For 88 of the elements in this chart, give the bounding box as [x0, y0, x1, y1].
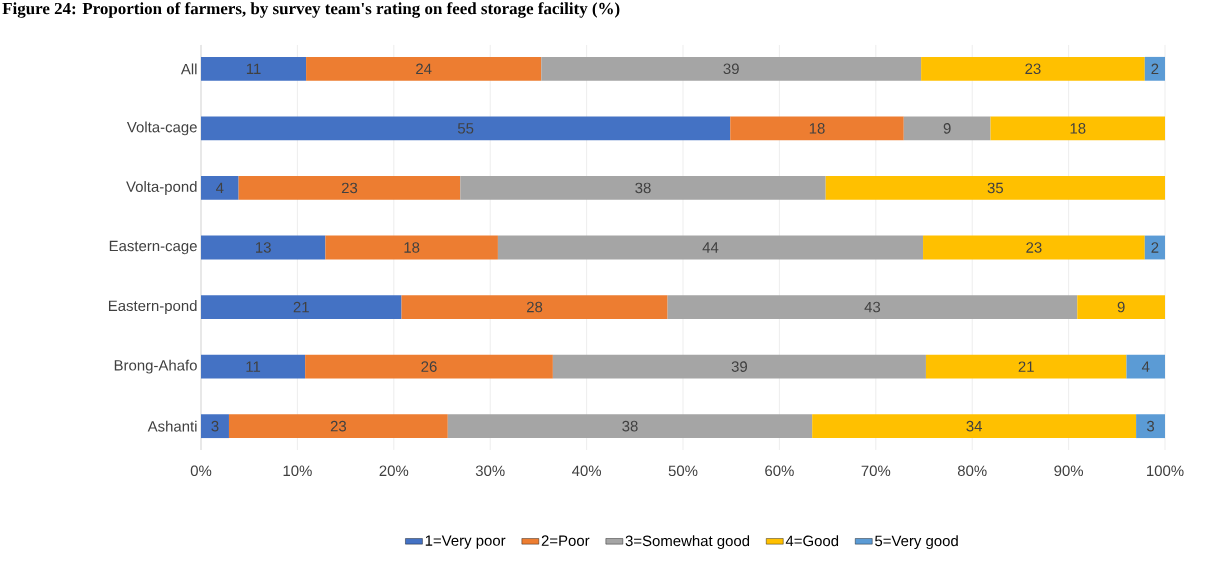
data-label: 23: [341, 182, 358, 194]
data-label: 35: [987, 182, 1004, 194]
x-tick-label: 30%: [475, 465, 505, 477]
bar: [1077, 295, 1166, 319]
data-label: 3: [1146, 420, 1155, 432]
x-tick-label: 40%: [572, 465, 602, 477]
x-tick-label: 50%: [668, 465, 698, 477]
legend-label: 4=Good: [785, 535, 839, 547]
data-label: 18: [404, 242, 420, 253]
chart-title: Figure 24: Proportion of farmers, by survey team's rating on feed storage facility (%): [2, 2, 620, 18]
data-label: 28: [527, 301, 543, 313]
bar: [903, 116, 991, 141]
data-label: 24: [416, 63, 432, 75]
bar: [201, 354, 306, 379]
data-label: 39: [731, 361, 747, 372]
data-label: 11: [246, 361, 261, 372]
x-tick-label: 100%: [1147, 465, 1184, 477]
y-tick-label: All: [180, 63, 197, 75]
x-tick-label: 90%: [1054, 465, 1084, 477]
data-label: 55: [457, 123, 474, 134]
data-label: 13: [256, 242, 271, 253]
x-tick-label: 20%: [379, 465, 409, 477]
bar: [541, 56, 922, 81]
bar: [201, 116, 731, 141]
bar: [1144, 235, 1166, 260]
bar: [325, 235, 498, 260]
data-label: 23: [330, 420, 347, 432]
legend-label: 1=Very poor: [425, 535, 506, 549]
bar: [552, 354, 926, 379]
y-tick-label: Brong-Ahafo: [114, 359, 197, 374]
y-tick-label: Volta-pond: [126, 180, 197, 195]
y-tick-label: Eastern-cage: [109, 240, 197, 255]
data-label: 4: [1141, 361, 1150, 372]
bar: [447, 414, 813, 439]
data-label: 3: [211, 420, 219, 432]
x-tick-label: 70%: [861, 465, 891, 477]
bar: [201, 414, 229, 439]
y-tick-label: Volta-cage: [126, 121, 197, 136]
bar: [238, 176, 461, 200]
bar: [460, 176, 826, 200]
data-label: 23: [1026, 242, 1042, 253]
data-label: 18: [809, 123, 825, 134]
data-label: 39: [723, 63, 739, 75]
bar: [305, 354, 553, 379]
data-label: 4: [216, 182, 224, 194]
y-tick-label: Ashanti: [147, 420, 197, 432]
bar: [497, 235, 924, 260]
bar: [201, 176, 239, 200]
bar: [201, 56, 307, 81]
legend-label: 2=Poor: [541, 535, 590, 546]
data-label: 43: [864, 301, 881, 313]
bar: [201, 235, 326, 260]
bar: [1126, 354, 1166, 379]
bar: [306, 56, 542, 81]
data-label: 2: [1151, 242, 1159, 253]
bar: [923, 235, 1145, 260]
data-label: 9: [943, 123, 951, 134]
data-label: 9: [1117, 301, 1125, 313]
data-label: 26: [421, 361, 437, 372]
data-label: 21: [1018, 361, 1034, 372]
x-tick-label: 0%: [190, 465, 212, 477]
bar: [401, 295, 668, 319]
data-label: 38: [635, 182, 651, 194]
x-tick-label: 60%: [765, 465, 794, 477]
data-label: 38: [622, 420, 638, 432]
bar: [925, 354, 1127, 379]
x-tick-label: 10%: [283, 465, 312, 477]
data-label: 11: [246, 63, 261, 74]
data-label: 18: [1070, 123, 1086, 134]
bar: [1144, 56, 1166, 81]
bar: [990, 116, 1166, 141]
x-tick-label: 80%: [957, 465, 987, 477]
legend-label: 5=Very good: [875, 535, 958, 550]
data-label: 44: [702, 242, 719, 253]
y-tick-label: Eastern-pond: [108, 300, 197, 315]
bar: [201, 295, 402, 319]
bar: [730, 116, 904, 141]
bar: [921, 56, 1145, 81]
data-label: 34: [966, 420, 983, 432]
data-label: 2: [1151, 63, 1159, 75]
legend-label: 3=Somewhat good: [625, 535, 750, 550]
data-label: 21: [293, 301, 309, 313]
data-label: 23: [1025, 63, 1041, 75]
bar: [1136, 414, 1166, 439]
bar: [667, 295, 1078, 319]
bar: [825, 176, 1166, 200]
bar: [812, 414, 1137, 439]
bar: [228, 414, 448, 439]
